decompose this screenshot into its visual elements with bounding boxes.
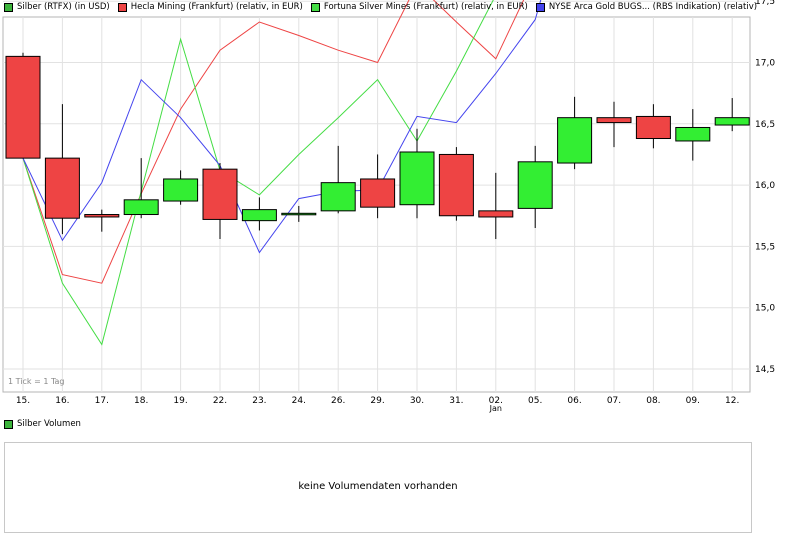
candle-body (163, 178, 199, 202)
legend-swatch-hecla (117, 2, 127, 12)
legend-item-fortuna: Fortuna Silver Mines (Frankfurt) (relati… (310, 2, 528, 12)
candle (241, 197, 277, 231)
x-tick-label: 24. (292, 396, 306, 406)
x-tick-label: 18. (134, 396, 148, 406)
candle-body (44, 157, 80, 219)
candle-body (635, 115, 671, 140)
x-tick-label: 05. (528, 396, 542, 406)
candle (5, 52, 41, 159)
candle-body (478, 210, 514, 218)
y-tick-label: 17,0 (755, 59, 775, 69)
x-tick-label: 22. (213, 396, 227, 406)
candle (399, 128, 435, 219)
tick-note: 1 Tick = 1 Tag (8, 377, 65, 386)
legend-item-hecla: Hecla Mining (Frankfurt) (relativ, in EU… (117, 2, 303, 12)
candle-body (517, 161, 553, 209)
candle-body (5, 55, 41, 159)
x-tick-label: 06. (567, 396, 581, 406)
y-tick-label: 16,5 (755, 120, 775, 130)
legend-item-silver: Silber (RTFX) (in USD) (4, 2, 110, 12)
y-tick-label: 16,0 (755, 181, 775, 191)
y-tick-label: 15,5 (755, 242, 775, 252)
legend: Silber (RTFX) (in USD) Hecla Mining (Fra… (4, 1, 765, 13)
candle (320, 145, 356, 214)
y-tick-label: 15,0 (755, 304, 775, 314)
x-tick-label: 23. (252, 396, 266, 406)
candle-body (360, 178, 396, 208)
volume-panel: keine Volumendaten vorhanden (4, 442, 752, 533)
x-tick-label: 30. (410, 396, 424, 406)
candle-body (241, 209, 277, 222)
y-tick-label: 14,5 (755, 365, 775, 375)
candle (202, 163, 238, 240)
candle (84, 209, 120, 232)
candle-body (123, 199, 159, 216)
candle (44, 104, 80, 235)
candle-body (557, 117, 593, 164)
x-tick-label: 08. (646, 396, 660, 406)
candle-body (714, 117, 750, 126)
legend-swatch-fortuna (310, 2, 320, 12)
legend-label: NYSE Arca Gold BUGS... (RBS Indikation) … (548, 2, 758, 12)
candle-body (596, 117, 632, 124)
candle-body (320, 182, 356, 212)
candle-body (438, 153, 474, 217)
x-tick-label: 17. (95, 396, 109, 406)
candle (517, 145, 553, 229)
candle-body (675, 126, 711, 142)
candle (281, 205, 317, 222)
legend-swatch-volume (4, 419, 13, 429)
x-tick-label: 31. (449, 396, 463, 406)
candle-body (84, 214, 120, 218)
legend-swatch-silver (4, 2, 13, 12)
legend-swatch-bugs (535, 2, 545, 12)
candle (360, 154, 396, 219)
x-tick-label: 15. (16, 396, 30, 406)
candle (478, 172, 514, 240)
volume-empty-message: keine Volumendaten vorhanden (298, 481, 458, 492)
candle (675, 109, 711, 161)
candle (557, 96, 593, 170)
legend-label: Hecla Mining (Frankfurt) (relativ, in EU… (130, 2, 303, 12)
legend-label: Fortuna Silver Mines (Frankfurt) (relati… (323, 2, 528, 12)
volume-legend-label: Silber Volumen (17, 419, 81, 429)
x-tick-label: 02. (489, 396, 503, 406)
candle (635, 104, 671, 149)
candle-body (399, 151, 435, 206)
price-chart: 14,515,015,516,016,517,017,518,018,519,0… (2, 0, 775, 413)
x-tick-label: 09. (686, 396, 700, 406)
candle-body (202, 168, 238, 220)
x-tick-label: 29. (370, 396, 384, 406)
x-tick-label: 19. (173, 396, 187, 406)
x-month-label: Jan (489, 404, 502, 413)
x-tick-label: 16. (55, 396, 69, 406)
candle (438, 147, 474, 221)
legend-item-bugs: NYSE Arca Gold BUGS... (RBS Indikation) … (535, 2, 758, 12)
candle (714, 98, 750, 132)
candle (163, 170, 199, 205)
candle-body (281, 212, 317, 216)
x-tick-label: 12. (725, 396, 739, 406)
x-tick-label: 26. (331, 396, 345, 406)
candle (123, 158, 159, 219)
legend-label: Silber (RTFX) (in USD) (17, 2, 110, 12)
volume-legend: Silber Volumen (4, 419, 81, 429)
x-tick-label: 07. (607, 396, 621, 406)
candle (596, 101, 632, 148)
y-tick-label: 17,5 (755, 0, 775, 7)
